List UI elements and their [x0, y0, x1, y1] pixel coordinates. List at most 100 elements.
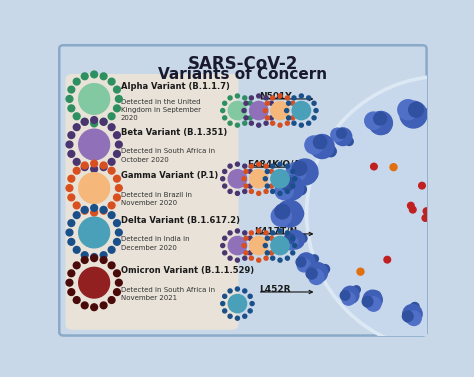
Ellipse shape — [116, 185, 122, 192]
Ellipse shape — [228, 121, 232, 125]
Ellipse shape — [249, 96, 254, 100]
Ellipse shape — [462, 104, 474, 122]
Ellipse shape — [363, 290, 383, 310]
Ellipse shape — [91, 120, 98, 127]
Ellipse shape — [434, 108, 444, 119]
Ellipse shape — [249, 189, 254, 193]
Ellipse shape — [82, 257, 88, 264]
Ellipse shape — [221, 177, 225, 181]
Ellipse shape — [271, 206, 292, 226]
Text: Detected in South Africa in
October 2020: Detected in South Africa in October 2020 — [120, 149, 215, 162]
Ellipse shape — [257, 192, 261, 195]
Ellipse shape — [287, 101, 291, 105]
Ellipse shape — [223, 294, 227, 298]
Ellipse shape — [73, 202, 80, 209]
Ellipse shape — [228, 189, 232, 193]
Ellipse shape — [269, 116, 273, 120]
Text: K417T/N: K417T/N — [254, 227, 297, 236]
Ellipse shape — [108, 78, 115, 85]
Ellipse shape — [307, 121, 310, 125]
Ellipse shape — [366, 297, 381, 311]
Ellipse shape — [325, 146, 336, 157]
Ellipse shape — [228, 289, 232, 293]
Ellipse shape — [342, 292, 355, 305]
Text: Beta Variant (B.1.351): Beta Variant (B.1.351) — [120, 128, 227, 137]
Ellipse shape — [371, 163, 377, 170]
Ellipse shape — [243, 289, 247, 293]
Ellipse shape — [291, 116, 295, 120]
Ellipse shape — [293, 177, 297, 181]
Ellipse shape — [243, 314, 247, 318]
Ellipse shape — [248, 101, 252, 105]
Ellipse shape — [73, 297, 80, 303]
Ellipse shape — [250, 109, 254, 113]
Ellipse shape — [292, 159, 318, 185]
Ellipse shape — [444, 241, 451, 247]
Ellipse shape — [271, 121, 275, 125]
Ellipse shape — [291, 101, 295, 105]
Ellipse shape — [472, 108, 474, 121]
Ellipse shape — [244, 170, 248, 173]
Ellipse shape — [284, 233, 295, 244]
Ellipse shape — [310, 255, 319, 263]
Ellipse shape — [82, 207, 88, 213]
Ellipse shape — [285, 189, 290, 193]
Ellipse shape — [223, 184, 227, 188]
Ellipse shape — [283, 236, 298, 250]
Ellipse shape — [221, 302, 225, 306]
Ellipse shape — [292, 208, 303, 220]
Ellipse shape — [265, 184, 269, 188]
Ellipse shape — [312, 116, 316, 120]
Ellipse shape — [243, 231, 247, 235]
Ellipse shape — [114, 220, 120, 227]
Ellipse shape — [228, 164, 232, 168]
Ellipse shape — [307, 262, 328, 283]
Ellipse shape — [264, 96, 268, 100]
Ellipse shape — [281, 177, 294, 191]
Ellipse shape — [100, 73, 107, 80]
Ellipse shape — [66, 96, 73, 102]
Ellipse shape — [264, 256, 268, 260]
Ellipse shape — [269, 251, 273, 255]
Ellipse shape — [264, 231, 268, 235]
Ellipse shape — [275, 181, 293, 200]
Ellipse shape — [331, 128, 344, 141]
FancyBboxPatch shape — [59, 45, 427, 336]
Ellipse shape — [249, 121, 254, 125]
Ellipse shape — [462, 106, 474, 130]
Ellipse shape — [108, 167, 115, 174]
Text: SARS-CoV-2: SARS-CoV-2 — [188, 55, 298, 72]
Ellipse shape — [100, 207, 107, 213]
Ellipse shape — [271, 231, 275, 235]
Ellipse shape — [100, 162, 107, 169]
Ellipse shape — [384, 256, 391, 263]
Ellipse shape — [91, 255, 98, 262]
Ellipse shape — [223, 170, 227, 173]
Ellipse shape — [265, 101, 269, 105]
Ellipse shape — [257, 123, 261, 127]
Ellipse shape — [73, 247, 80, 253]
Ellipse shape — [265, 251, 269, 255]
Ellipse shape — [295, 184, 306, 195]
Ellipse shape — [68, 175, 75, 182]
Ellipse shape — [297, 259, 310, 272]
Ellipse shape — [82, 252, 88, 259]
Ellipse shape — [264, 121, 268, 125]
Ellipse shape — [82, 164, 88, 170]
Ellipse shape — [114, 132, 120, 138]
Text: Detected in Brazil in
November 2020: Detected in Brazil in November 2020 — [120, 192, 191, 206]
Ellipse shape — [278, 258, 282, 262]
Text: Detected in the United
Kingdom in September
2020: Detected in the United Kingdom in Septem… — [120, 99, 201, 121]
Ellipse shape — [248, 170, 252, 173]
Ellipse shape — [265, 236, 269, 240]
Ellipse shape — [223, 309, 227, 313]
Ellipse shape — [271, 170, 289, 188]
Ellipse shape — [244, 251, 248, 255]
Ellipse shape — [114, 289, 120, 296]
Ellipse shape — [269, 101, 273, 105]
Ellipse shape — [271, 96, 275, 100]
Ellipse shape — [285, 164, 290, 168]
Text: L452R: L452R — [259, 285, 290, 294]
Ellipse shape — [73, 78, 80, 85]
Ellipse shape — [257, 94, 261, 98]
